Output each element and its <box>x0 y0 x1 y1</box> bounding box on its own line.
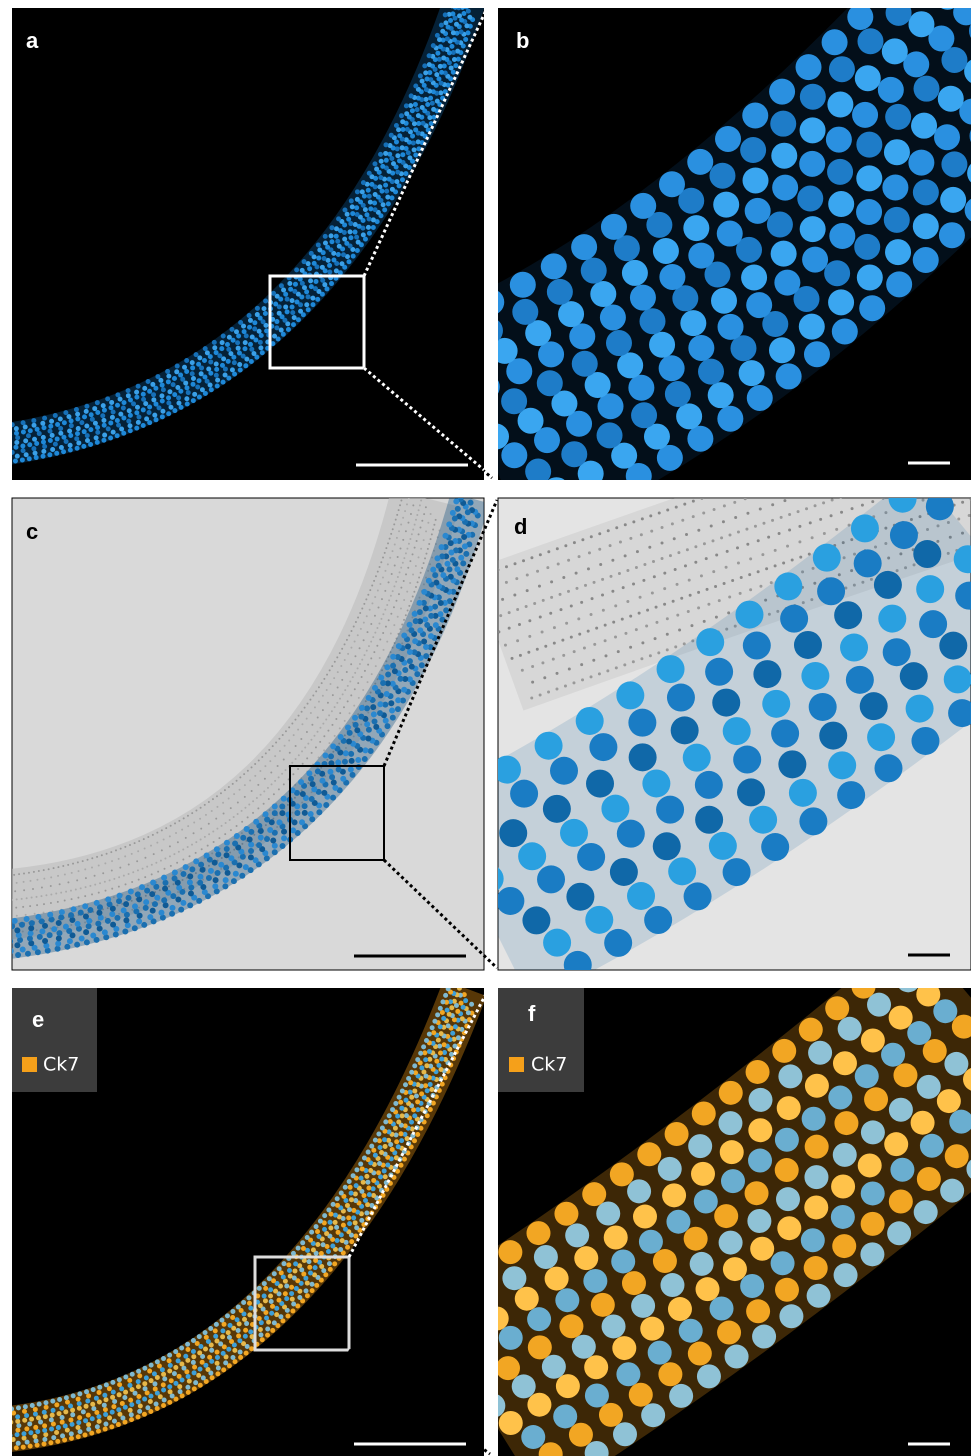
legend-swatch <box>22 1057 37 1072</box>
cell-row <box>12 498 472 939</box>
zoom-line <box>347 989 490 1258</box>
panel-label: d <box>514 514 527 539</box>
cell-row <box>12 498 423 901</box>
cell-row <box>506 651 971 970</box>
tissue-band <box>498 498 971 970</box>
cell-row <box>498 988 881 1275</box>
cell-row <box>525 1128 971 1456</box>
cell-row <box>498 498 926 791</box>
legend-text: Ck7 <box>43 1054 79 1076</box>
cell-row <box>12 988 459 1421</box>
cell-row <box>12 988 455 1416</box>
cell-row <box>498 1004 971 1389</box>
tissue-band <box>12 498 459 940</box>
panel-label: c <box>26 519 38 544</box>
cell-row <box>498 1035 971 1417</box>
tissue-d <box>498 498 971 970</box>
zoom-box <box>289 765 385 861</box>
cell-row <box>12 498 461 925</box>
legend-box <box>12 988 97 1092</box>
cell-row <box>498 576 971 923</box>
cell-row <box>12 501 477 949</box>
panel-label: a <box>26 28 39 53</box>
cell-row <box>498 498 843 619</box>
cell-row <box>507 498 971 661</box>
zoom-line <box>363 366 485 472</box>
cell-row <box>12 8 469 451</box>
cell-row <box>12 8 465 446</box>
zoom-line <box>382 858 499 970</box>
legend-swatch <box>509 1057 524 1072</box>
tissue-band <box>498 988 971 1456</box>
cell-row <box>603 198 971 480</box>
cell-row <box>498 498 964 824</box>
cell-row <box>12 498 468 935</box>
cell-row <box>12 991 471 1438</box>
cell-row <box>12 988 469 1434</box>
cell-row <box>537 688 971 970</box>
cell-row <box>498 613 971 951</box>
legend-box <box>498 988 584 1092</box>
cell-row <box>12 511 482 959</box>
cell-row <box>498 988 955 1332</box>
cell-row <box>12 1004 477 1451</box>
panel-label: e <box>32 1007 44 1032</box>
cell-row <box>501 129 971 480</box>
cell-row <box>498 8 971 396</box>
cell-row <box>12 498 475 944</box>
cell-row <box>498 23 971 424</box>
cell-row <box>14 524 442 934</box>
cell-row <box>12 498 417 893</box>
cell-row <box>12 8 458 437</box>
cell-row <box>12 988 463 1425</box>
cell-row <box>498 509 971 858</box>
panel-label: f <box>528 1001 536 1026</box>
cell-row <box>12 988 452 1412</box>
cell-row <box>12 14 477 465</box>
zoom-line <box>362 7 489 277</box>
cell-row <box>12 8 451 428</box>
cell-row <box>498 538 971 891</box>
cell-row <box>12 995 473 1443</box>
tissue-c <box>12 498 484 959</box>
cell-row <box>498 498 889 634</box>
cell-row <box>498 988 971 1361</box>
cell-row <box>12 500 429 909</box>
cell-row <box>498 1066 971 1442</box>
cell-row <box>498 8 922 342</box>
cell-row <box>501 1097 971 1456</box>
cell-row <box>12 988 466 1429</box>
zoom-box <box>268 274 366 370</box>
cell-row <box>12 498 464 930</box>
cell-row <box>498 58 971 450</box>
tissue-f <box>498 988 971 1456</box>
cell-row <box>12 8 462 442</box>
tissue-a <box>12 8 484 465</box>
cell-row <box>515 513 971 674</box>
cell-row <box>12 498 404 877</box>
tissue-b <box>498 8 971 480</box>
tissue-band <box>498 498 971 711</box>
panel-label: b <box>516 28 529 53</box>
cell-row <box>12 8 472 455</box>
panel-a <box>12 8 484 480</box>
cell-row <box>12 506 479 954</box>
cell-row <box>12 498 410 885</box>
cell-row <box>498 8 955 369</box>
cell-row <box>12 10 474 460</box>
cell-row <box>498 8 888 314</box>
cell-row <box>570 1159 971 1456</box>
cell-row <box>547 163 971 480</box>
zoom-box <box>253 1255 351 1352</box>
zoom-line <box>382 499 499 767</box>
cell-row <box>498 94 971 475</box>
legend-text: Ck7 <box>531 1054 567 1076</box>
zoom-line <box>348 1348 491 1456</box>
